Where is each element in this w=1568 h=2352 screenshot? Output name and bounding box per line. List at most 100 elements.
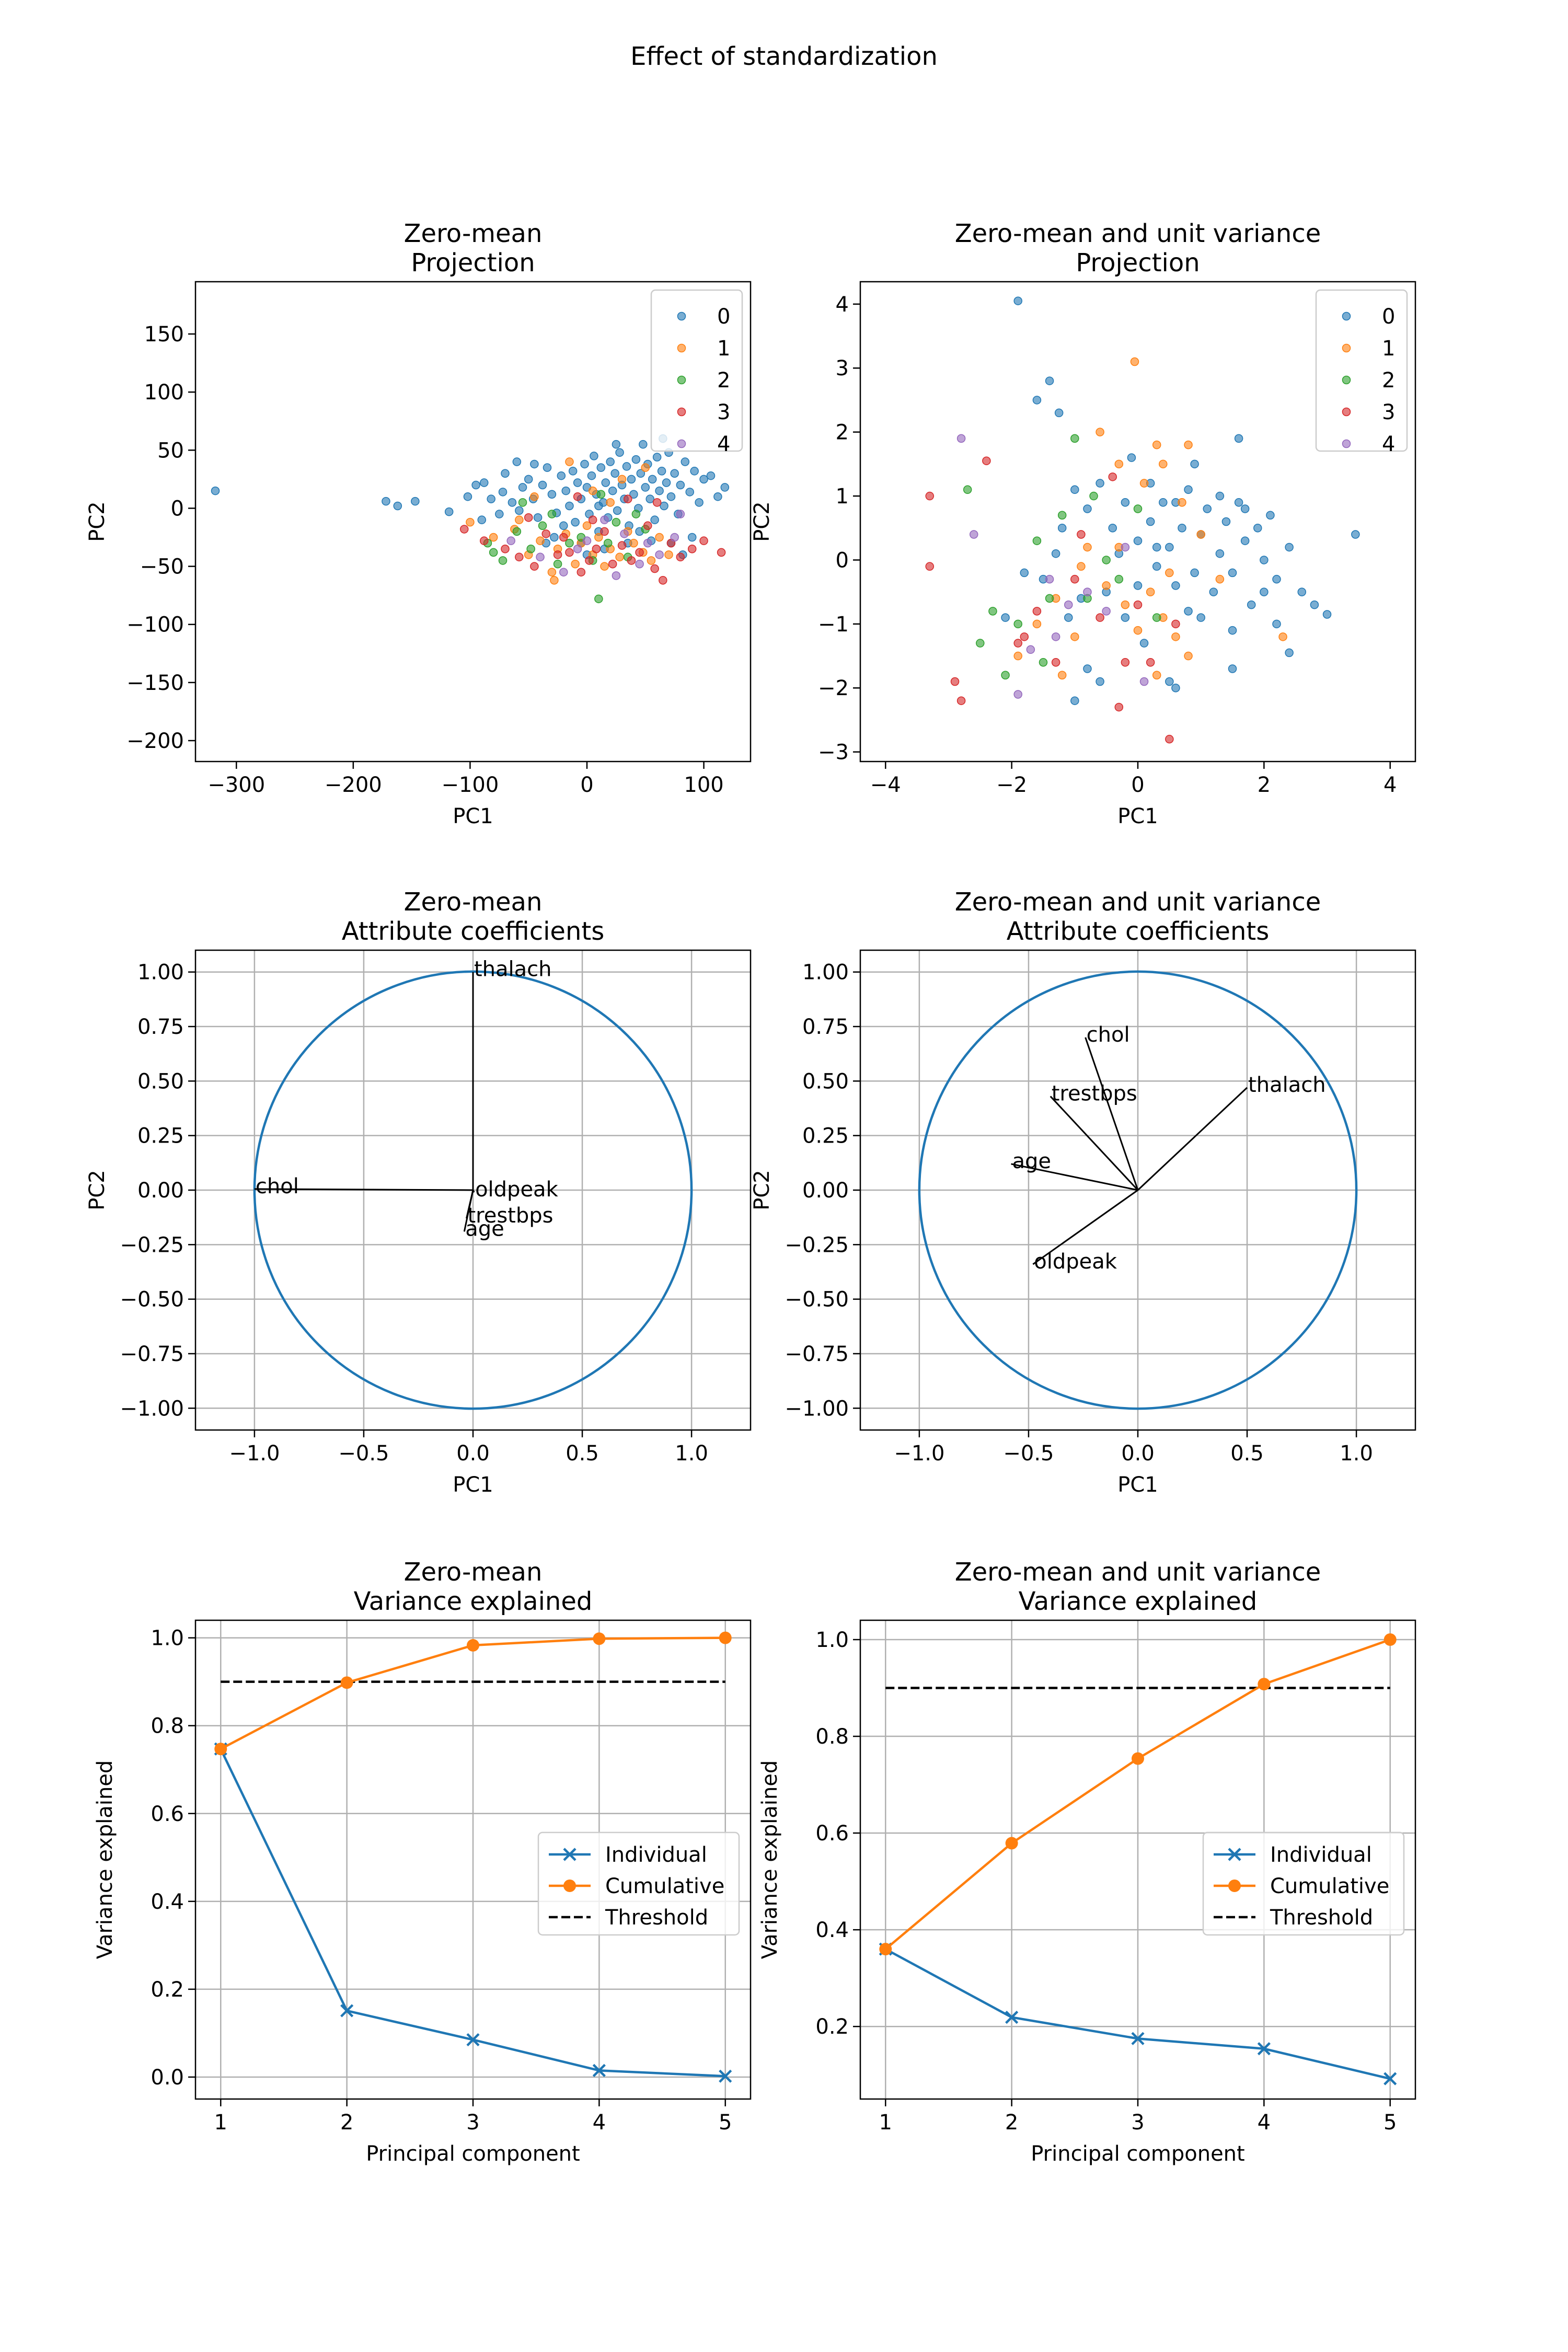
scatter-point-class-2 — [1039, 658, 1048, 667]
legend-label-cumulative: Cumulative — [605, 1874, 724, 1898]
scatter-point-class-4 — [1064, 600, 1073, 609]
x-tick-label: 0 — [1131, 773, 1144, 797]
scatter-point-class-3 — [592, 544, 601, 554]
scatter-point-class-0 — [695, 498, 704, 507]
series-marker-cumulative — [467, 1639, 479, 1652]
scatter-point-class-0 — [1064, 613, 1073, 622]
x-axis-label: PC1 — [1117, 804, 1158, 828]
scatter-point-class-0 — [1121, 498, 1130, 507]
y-tick-label: −100 — [126, 613, 184, 637]
scatter-point-class-1 — [1083, 543, 1092, 552]
x-tick-label: 4 — [1383, 773, 1397, 797]
scatter-point-class-0 — [382, 497, 390, 506]
legend-label-class-1: 1 — [717, 337, 730, 361]
scatter-point-class-0 — [594, 501, 603, 511]
series-marker-individual — [592, 2063, 606, 2077]
x-tick-label: 2 — [340, 2111, 353, 2135]
y-tick-label: 0.8 — [151, 1714, 184, 1738]
scatter-point-class-0 — [1285, 648, 1294, 658]
scatter-point-class-2 — [1133, 504, 1143, 513]
scatter-point-class-0 — [596, 463, 606, 472]
scatter-point-class-0 — [1253, 523, 1262, 533]
y-axis-label: PC2 — [85, 501, 109, 542]
y-tick-label: −1.00 — [785, 1397, 849, 1421]
scatter-point-class-0 — [530, 459, 539, 469]
x-tick-label: 0.0 — [456, 1442, 490, 1466]
scatter-point-class-3 — [501, 544, 510, 554]
scatter-point-class-1 — [547, 568, 557, 577]
legend-marker-individual — [563, 1848, 577, 1861]
scatter-point-class-3 — [635, 548, 644, 557]
scatter-point-class-0 — [508, 498, 517, 507]
chart-proj_zm: −300 −200 −100 0 100 150 100 50 0 −50 −100 −150 −200… — [85, 219, 752, 828]
x-tick-label: 0.5 — [1230, 1442, 1264, 1466]
y-tick-label: −2 — [818, 676, 849, 700]
y-axis-label: Variance explained — [93, 1760, 117, 1959]
scatter-point-class-1 — [1178, 498, 1186, 507]
legend-label-class-3: 3 — [717, 400, 730, 424]
chart-subtitle: Projection — [1076, 248, 1200, 278]
y-tick-label: −1 — [818, 613, 849, 637]
scatter-point-class-0 — [1351, 530, 1360, 539]
y-axis-label: PC2 — [85, 1170, 109, 1210]
series-marker-cumulative — [1132, 1752, 1144, 1765]
scatter-point-class-0 — [1203, 504, 1212, 513]
x-tick-label: 0.5 — [566, 1442, 599, 1466]
scatter-point-class-0 — [1178, 523, 1186, 533]
scatter-point-class-0 — [1240, 504, 1250, 513]
scatter-point-class-0 — [471, 480, 480, 490]
scatter-point-class-1 — [1070, 632, 1079, 641]
scatter-point-class-3 — [717, 548, 726, 557]
scatter-point-class-0 — [1171, 581, 1180, 590]
legend-marker-individual — [1228, 1848, 1241, 1861]
coefficient-arrow-chol — [1085, 1037, 1139, 1191]
scatter-point-class-0 — [613, 506, 622, 515]
scatter-point-class-0 — [706, 471, 716, 480]
scatter-point-class-3 — [588, 515, 597, 524]
coefficient-label-oldpeak: oldpeak — [475, 1178, 558, 1202]
scatter-point-class-3 — [608, 559, 617, 569]
scatter-point-class-2 — [1057, 511, 1067, 520]
scatter-point-class-4 — [1083, 587, 1092, 596]
chart-proj_std: −4 −2 0 2 4 4 3 2 1 0 −1 −2 −3 PC1 PC2 Zero-mean and un… — [750, 219, 1416, 828]
scatter-point-class-1 — [664, 550, 673, 559]
scatter-point-class-0 — [1272, 574, 1281, 584]
x-tick-label: −100 — [441, 773, 499, 797]
scatter-point-class-0 — [393, 501, 402, 511]
y-tick-label: −0.75 — [120, 1342, 184, 1366]
scatter-point-class-4 — [600, 515, 609, 524]
scatter-point-class-1 — [1121, 600, 1130, 609]
scatter-point-class-4 — [620, 529, 629, 538]
figure-suptitle: Effect of standardization — [630, 42, 938, 71]
scatter-point-class-3 — [1165, 734, 1174, 744]
chart-coef_std: chol trestbps thalach age oldpeak −1.0 −0.5 0.0… — [750, 887, 1416, 1497]
scatter-point-class-0 — [1184, 607, 1193, 616]
scatter-point-class-0 — [641, 483, 650, 492]
y-tick-label: 0.0 — [151, 2066, 184, 2090]
legend-marker-class-4 — [1342, 439, 1351, 448]
scatter-point-class-0 — [518, 483, 527, 492]
scatter-point-class-0 — [1083, 664, 1092, 673]
x-tick-label: 5 — [1383, 2111, 1397, 2135]
coefficient-label-age: age — [465, 1217, 504, 1241]
scatter-point-class-0 — [1020, 568, 1029, 578]
scatter-point-class-2 — [1013, 619, 1022, 629]
scatter-point-class-0 — [444, 507, 454, 516]
chart-title: Zero-mean and unit variance — [955, 887, 1321, 917]
y-tick-label: 0.8 — [815, 1725, 849, 1749]
x-tick-label: 0.0 — [1121, 1442, 1155, 1466]
scatter-point-class-0 — [587, 471, 596, 480]
scatter-point-class-0 — [565, 501, 574, 511]
y-tick-label: 1.0 — [815, 1628, 849, 1652]
scatter-point-class-4 — [1121, 543, 1130, 552]
scatter-point-class-4 — [655, 550, 664, 559]
scatter-point-class-2 — [603, 538, 613, 548]
scatter-point-class-1 — [515, 515, 524, 524]
scatter-point-class-3 — [600, 527, 609, 536]
scatter-point-class-0 — [601, 478, 610, 487]
scatter-point-class-2 — [547, 510, 557, 518]
scatter-point-class-0 — [501, 469, 510, 478]
scatter-point-class-0 — [1001, 613, 1010, 622]
chart-subtitle: Attribute coefficients — [342, 917, 604, 946]
scatter-point-class-4 — [643, 538, 652, 548]
